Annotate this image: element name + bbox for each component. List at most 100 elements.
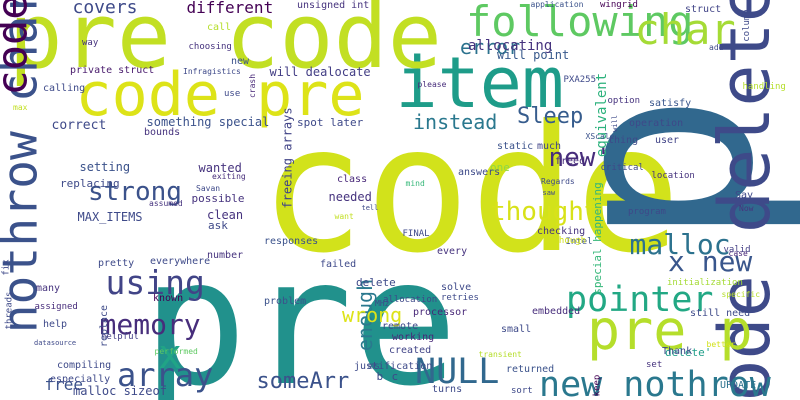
cloud-word: failed xyxy=(320,259,357,270)
cloud-word: FINAL xyxy=(402,228,430,239)
cloud-word: static xyxy=(497,141,534,152)
cloud-word: initialization xyxy=(667,277,743,288)
cloud-word: one xyxy=(490,160,510,174)
cloud-word: tell xyxy=(361,203,379,212)
cloud-word: Say xyxy=(735,190,754,201)
cloud-word: new xyxy=(231,56,250,67)
cloud-word: bounds xyxy=(144,127,181,138)
cloud-word: setting xyxy=(79,160,131,174)
cloud-word: using xyxy=(105,262,205,302)
cloud-word: PXA255 xyxy=(563,74,597,85)
cloud-word: option xyxy=(607,95,641,106)
cloud-word: delete xyxy=(356,275,396,289)
cloud-word: choosing xyxy=(188,41,232,52)
cloud-word: way xyxy=(82,37,99,48)
cloud-word: wanted xyxy=(198,161,242,175)
cloud-word: struct xyxy=(685,4,722,15)
cloud-word: private struct xyxy=(70,65,155,76)
cloud-word: helpful xyxy=(101,331,139,342)
cloud-word: error xyxy=(460,35,521,59)
cloud-word: pre xyxy=(142,221,459,400)
cloud-word: XScale xyxy=(585,132,615,141)
cloud-word: different xyxy=(186,0,274,17)
cloud-word: exiting xyxy=(212,172,246,181)
cloud-word: replacing xyxy=(60,176,120,190)
cloud-word: turns xyxy=(432,384,463,395)
cloud-word: Savan xyxy=(196,184,221,193)
cloud-word: Regards xyxy=(541,177,575,186)
cloud-word: code xyxy=(0,0,37,96)
cloud-word: delete' xyxy=(665,345,712,359)
cloud-word: replace xyxy=(99,304,111,348)
cloud-word: freed xyxy=(555,156,586,167)
cloud-word: application xyxy=(530,0,584,9)
cloud-word: call xyxy=(207,22,232,33)
cloud-word: pretty xyxy=(98,258,135,269)
cloud-word: set xyxy=(646,359,663,370)
cloud-word: freeing arrays xyxy=(280,107,295,209)
cloud-word: responses xyxy=(264,236,319,247)
cloud-word: justification xyxy=(354,361,433,372)
cloud-word: pre code xyxy=(8,0,442,89)
cloud-word: needed xyxy=(328,190,372,204)
cloud-word: correct xyxy=(51,117,107,133)
cloud-word: thought xyxy=(490,197,600,227)
cloud-word: will xyxy=(610,114,619,132)
cloud-word: critical xyxy=(600,162,644,173)
cloud-word: new nothrow xyxy=(539,364,771,400)
cloud-word: small xyxy=(501,324,532,335)
cloud-word: ask xyxy=(208,218,228,232)
cloud-word: class xyxy=(337,174,368,185)
cloud-word: known xyxy=(153,293,184,304)
cloud-word: following xyxy=(466,0,694,46)
cloud-word: special happening xyxy=(590,181,604,295)
cloud-word: keep xyxy=(592,374,603,396)
cloud-word: allocating xyxy=(468,38,553,54)
cloud-word: solve xyxy=(441,282,472,293)
cloud-word: Intel xyxy=(565,236,593,247)
cloud-word: help xyxy=(43,319,68,330)
cloud-word: code pre xyxy=(75,60,365,130)
cloud-word: code xyxy=(259,88,681,292)
cloud-word: item xyxy=(395,42,565,124)
cloud-word: satisfy xyxy=(649,98,692,109)
cloud-word: assumed xyxy=(149,199,183,208)
cloud-word: Sleep xyxy=(517,104,584,129)
cloud-word: malloc xyxy=(629,228,731,261)
cloud-word: MHz xyxy=(375,299,390,308)
cloud-word: array xyxy=(117,356,214,394)
cloud-word: working xyxy=(392,332,435,343)
cloud-word: please xyxy=(417,80,447,89)
cloud-word: wrong xyxy=(342,303,403,327)
cloud-word: clean xyxy=(207,208,244,222)
cloud-word: use xyxy=(224,88,241,99)
cloud-word: Infragistics xyxy=(183,67,241,76)
cloud-word: created xyxy=(389,345,432,356)
cloud-word: max xyxy=(13,103,28,112)
cloud-word: MAX_ITEMS xyxy=(77,210,143,224)
cloud-word: many xyxy=(36,283,61,294)
cloud-word: allocation xyxy=(383,294,438,305)
cloud-word: will dealocate xyxy=(269,65,371,79)
cloud-word: case xyxy=(728,249,748,258)
cloud-word: operation xyxy=(629,118,684,129)
cloud-word: fix xyxy=(1,258,12,276)
cloud-word: c xyxy=(391,369,399,383)
cloud-word: returned xyxy=(506,364,555,375)
cloud-word: specific xyxy=(721,290,761,299)
cloud-word: NULL xyxy=(415,351,500,392)
cloud-word: pre p xyxy=(587,297,753,362)
cloud-word: x new xyxy=(668,245,753,278)
cloud-word: x xyxy=(158,332,183,378)
cloud-word: handling xyxy=(742,81,786,92)
cloud-word: crash xyxy=(248,73,258,99)
cloud-word: memory xyxy=(99,308,201,341)
cloud-word: spot later xyxy=(297,115,364,129)
cloud-word: b xyxy=(376,369,384,383)
cloud-word: embedded xyxy=(532,306,581,317)
cloud-word: will point xyxy=(497,48,570,62)
cloud-word: problem xyxy=(264,296,307,307)
cloud-word: possible xyxy=(191,191,245,205)
cloud-word: valid xyxy=(723,244,751,255)
